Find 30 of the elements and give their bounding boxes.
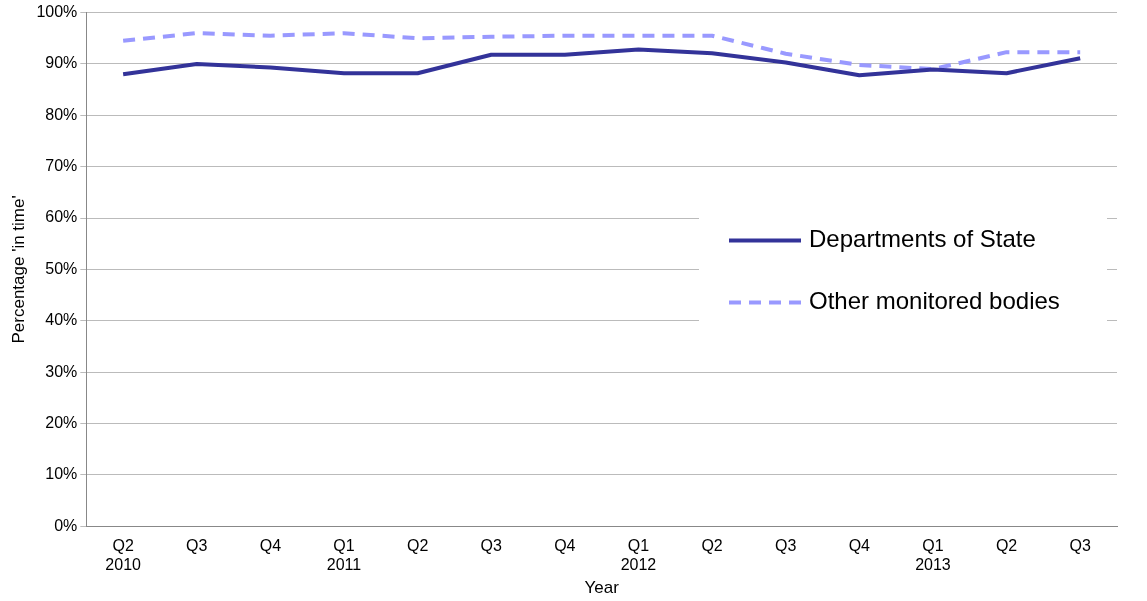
- line-series: [121, 31, 1083, 72]
- y-tick-label: 90%: [45, 54, 78, 72]
- y-tick-label: 50%: [45, 259, 78, 277]
- y-tick-label: 70%: [45, 157, 78, 175]
- y-tick-label: 80%: [45, 105, 78, 123]
- x-tick-label: Q2 2010: [105, 537, 142, 574]
- legend-label: Departments of State: [809, 225, 1036, 253]
- x-axis-title: Year: [584, 578, 620, 598]
- x-tick-label: Q2: [995, 537, 1018, 555]
- x-tick-label: Q2: [406, 537, 429, 555]
- x-tick-label: Q2: [701, 537, 723, 555]
- x-tick-label: Q4: [848, 537, 871, 555]
- x-tick-label: Q1 2011: [326, 537, 362, 574]
- x-tick-label: Q3: [186, 537, 208, 555]
- y-tick-label: 10%: [45, 465, 78, 483]
- y-tick-label: 20%: [45, 413, 78, 431]
- x-tick-label: Q4: [554, 537, 576, 555]
- x-tick-label: Q1 2012: [620, 537, 657, 574]
- y-axis-title: Percentage 'in time': [8, 195, 28, 344]
- x-tick-label: Q3: [480, 537, 502, 555]
- y-tick-label: 30%: [45, 362, 78, 380]
- x-tick-label: Q3: [1069, 537, 1091, 555]
- x-tick-label: Q4: [259, 537, 282, 555]
- y-tick-label: 40%: [45, 311, 78, 329]
- y-tick-label: 60%: [45, 208, 78, 226]
- legend-label: Other monitored bodies: [809, 287, 1060, 315]
- x-tick-label: Q1 2013: [915, 537, 951, 574]
- y-tick-label: 0%: [54, 516, 78, 534]
- y-tick-label: 100%: [36, 3, 78, 21]
- x-tick-label: Q3: [775, 537, 797, 555]
